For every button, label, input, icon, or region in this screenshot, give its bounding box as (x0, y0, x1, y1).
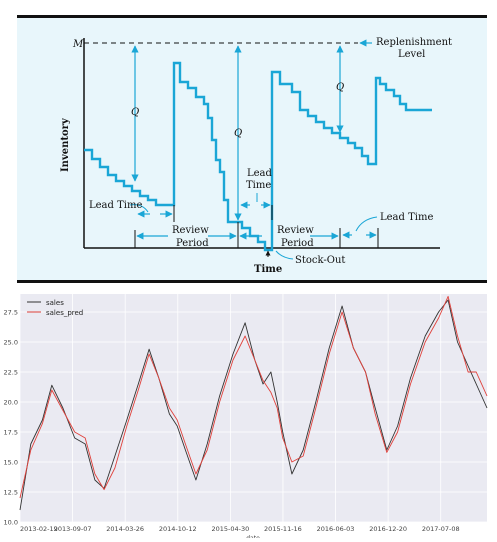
x-tick-label: 2013-02-19 (20, 525, 58, 533)
legend-label-sales: sales (46, 299, 64, 307)
stock-out-leader (275, 250, 294, 260)
lead-time-label-2b: Time (246, 180, 271, 191)
legend-label-sales-pred: sales_pred (46, 309, 83, 317)
lead-time-label-3: Lead Time (380, 212, 433, 223)
series-line-sales-pred (19, 295, 488, 499)
q-label-2: Q (234, 128, 242, 139)
sales-chart-canvas: 10.0 12.5 15.0 17.5 20.0 22.5 25.0 27.5 2013-02… (4, 294, 488, 542)
q-label-3: Q (336, 82, 344, 93)
x-tick-label: 2017-07-08 (422, 525, 460, 533)
x-tick-label: 2016-06-03 (317, 525, 355, 533)
x-tick-label: 2013-09-07 (54, 525, 92, 533)
x-tick-label: 2015-11-16 (264, 525, 302, 533)
diagram-canvas: M Replenishment Level Q Q Q Inventory Le… (60, 37, 452, 275)
y-tick-label: 22.5 (4, 369, 18, 377)
y-tick-label: 20.0 (4, 399, 18, 407)
lead-time-label-1: Lead Time (89, 200, 142, 211)
review-period-label-2b: Period (281, 238, 314, 249)
time-axis-label: Time (254, 264, 282, 275)
inventory-review-diagram: M Replenishment Level Q Q Q Inventory Le… (17, 15, 487, 283)
diagram-panel (17, 15, 487, 283)
x-tick-label: 2015-04-30 (211, 525, 249, 533)
x-tick-label: 2016-12-20 (369, 525, 407, 533)
series-lines (19, 295, 488, 511)
inventory-axis-label: Inventory (60, 117, 71, 172)
review-period-label-2a: Review (277, 225, 314, 236)
review-period-label-1a: Review (172, 225, 209, 236)
lead-time-label-2a: Lead (247, 168, 273, 179)
sales-chart: 10.0 12.5 15.0 17.5 20.0 22.5 25.0 27.5 2013-02… (0, 288, 497, 542)
y-tick-label: 15.0 (4, 459, 18, 467)
y-tick-label: 27.5 (4, 309, 18, 317)
inventory-level-line (84, 61, 432, 252)
lead-time-leader-1 (129, 204, 149, 213)
legend: sales sales_pred (27, 299, 83, 317)
y-tick-labels: 10.0 12.5 15.0 17.5 20.0 22.5 25.0 27.5 (4, 309, 18, 527)
m-label: M (72, 39, 84, 50)
replenishment-label-2: Level (398, 49, 425, 60)
replenishment-label-1: Replenishment (376, 37, 452, 48)
x-tick-label: 2014-10-12 (159, 525, 197, 533)
plot-area (20, 294, 487, 522)
y-tick-label: 17.5 (4, 429, 18, 437)
y-tick-label: 12.5 (4, 489, 18, 497)
stock-out-label: Stock-Out (295, 255, 345, 266)
lead-time-leader-3 (355, 216, 378, 232)
q-label-1: Q (131, 107, 139, 118)
x-tick-label: 2014-03-26 (106, 525, 144, 533)
y-tick-label: 10.0 (4, 519, 18, 527)
review-period-label-1b: Period (176, 238, 209, 249)
y-tick-label: 25.0 (4, 339, 18, 347)
